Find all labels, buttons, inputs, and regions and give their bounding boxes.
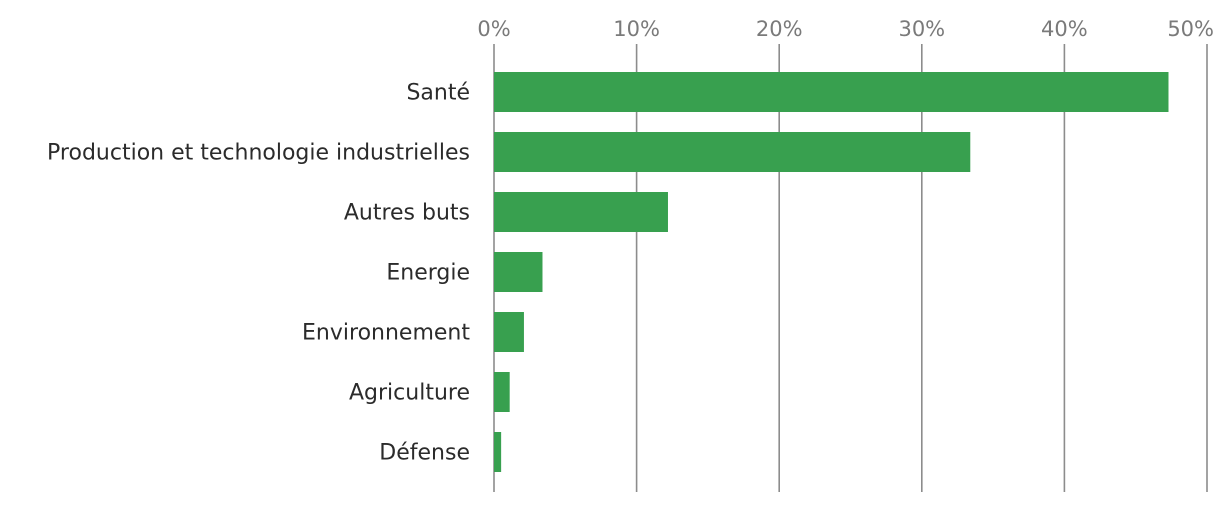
bar [494,252,543,292]
category-label: Environnement [302,321,470,346]
bar [494,432,502,472]
bar [494,312,524,352]
category-labels: Santé Production et technologie industrie… [47,81,470,466]
x-tick-label: 50% [1167,17,1214,41]
category-label: Autres buts [344,201,470,226]
bar [494,132,971,172]
bar [494,192,668,232]
category-label: Défense [379,441,470,466]
x-axis-ticks: 0% 10% 20% 30% 40% 50% [477,17,1214,41]
x-tick-label: 0% [477,17,510,41]
bar [494,72,1169,112]
x-tick-label: 30% [898,17,945,41]
bars [494,72,1169,472]
x-tick-label: 40% [1041,17,1088,41]
category-label: Production et technologie industrielles [47,141,470,166]
gridlines [493,44,1208,492]
category-label: Santé [406,81,470,106]
x-tick-label: 20% [756,17,803,41]
x-tick-label: 10% [613,17,660,41]
category-label: Energie [386,261,470,286]
bar [494,372,510,412]
category-label: Agriculture [349,381,470,406]
